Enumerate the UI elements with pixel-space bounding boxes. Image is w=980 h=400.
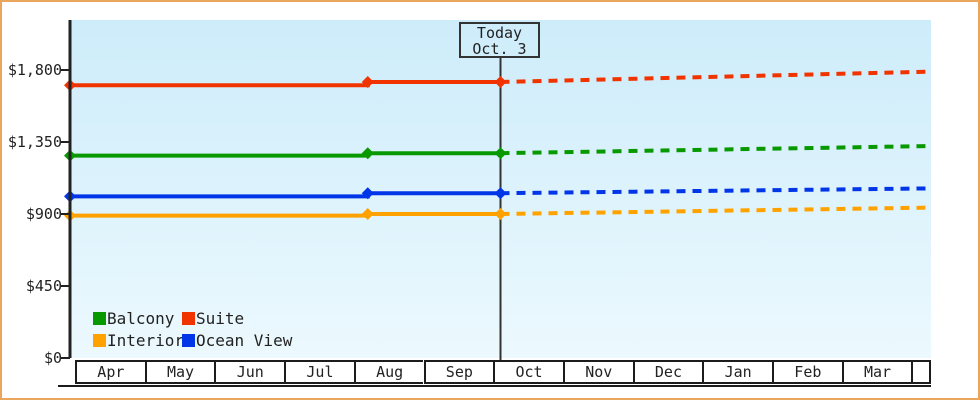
legend-item-interior: Interior xyxy=(93,331,185,350)
y-axis-label: $0 xyxy=(43,349,62,367)
legend-label: Interior xyxy=(107,331,185,350)
series-forecast-line-balcony xyxy=(500,144,932,156)
legend-row: Interior Ocean View xyxy=(93,331,293,350)
data-point-marker-balcony xyxy=(361,147,374,160)
data-point-marker-ocean-view xyxy=(494,187,507,200)
x-axis-month-cell: Oct xyxy=(493,360,563,384)
legend-label: Balcony xyxy=(107,309,175,328)
legend-item-ocean-view: Ocean View xyxy=(182,331,293,350)
x-axis-month-cell: Feb xyxy=(772,360,842,384)
x-axis-month-cell: Jan xyxy=(702,360,772,384)
x-axis-month-cell: Dec xyxy=(632,360,703,384)
data-point-marker-interior xyxy=(361,208,374,220)
legend-item-balcony: Balcony xyxy=(93,309,182,328)
data-point-marker-interior xyxy=(494,208,507,220)
data-point-marker-suite xyxy=(361,76,374,88)
series-forecast-line-ocean-view xyxy=(500,186,932,196)
ocean-view-swatch-icon xyxy=(182,334,195,347)
legend-item-suite: Suite xyxy=(182,309,245,328)
legend-label: Suite xyxy=(196,309,245,328)
today-label-line1: Today xyxy=(476,24,523,42)
x-axis-month-cell: May xyxy=(144,360,215,384)
suite-swatch-icon xyxy=(182,312,195,325)
x-axis-month-cell: Apr xyxy=(75,360,145,384)
x-axis-month-cell: Mar xyxy=(841,360,912,384)
balcony-swatch-icon xyxy=(93,312,106,325)
y-axis-label: $900 xyxy=(25,205,62,223)
today-annotation-box: Today Oct. 3 xyxy=(459,22,540,58)
y-axis-label: $1,800 xyxy=(7,61,62,79)
data-point-marker-ocean-view xyxy=(361,187,374,200)
x-axis-month-cell: Jun xyxy=(214,360,285,384)
interior-swatch-icon xyxy=(93,334,106,347)
today-label-line2: Oct. 3 xyxy=(472,40,527,58)
x-axis-month-cell: Aug xyxy=(353,360,424,384)
legend-label: Ocean View xyxy=(196,331,293,350)
chart-legend: Balcony Suite Interior Ocean View xyxy=(93,309,293,354)
legend-row: Balcony Suite xyxy=(93,309,292,328)
y-axis-label: $450 xyxy=(25,277,62,295)
data-point-marker-balcony xyxy=(494,147,507,160)
series-line-interior xyxy=(70,212,501,218)
series-forecast-line-interior xyxy=(500,205,932,216)
x-axis-month-cell: Jul xyxy=(284,360,354,384)
month-cell-partial xyxy=(911,360,931,384)
x-axis-month-cell: Nov xyxy=(562,360,633,384)
y-axis-label: $1,350 xyxy=(7,133,62,151)
series-forecast-line-suite xyxy=(500,69,932,84)
data-point-marker-suite xyxy=(494,76,507,88)
x-axis-month-cell: Sep xyxy=(423,360,494,384)
